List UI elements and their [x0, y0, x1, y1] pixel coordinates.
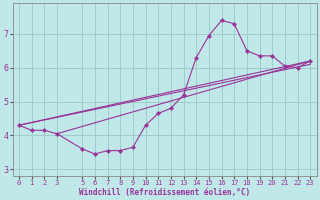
X-axis label: Windchill (Refroidissement éolien,°C): Windchill (Refroidissement éolien,°C) — [79, 188, 250, 197]
